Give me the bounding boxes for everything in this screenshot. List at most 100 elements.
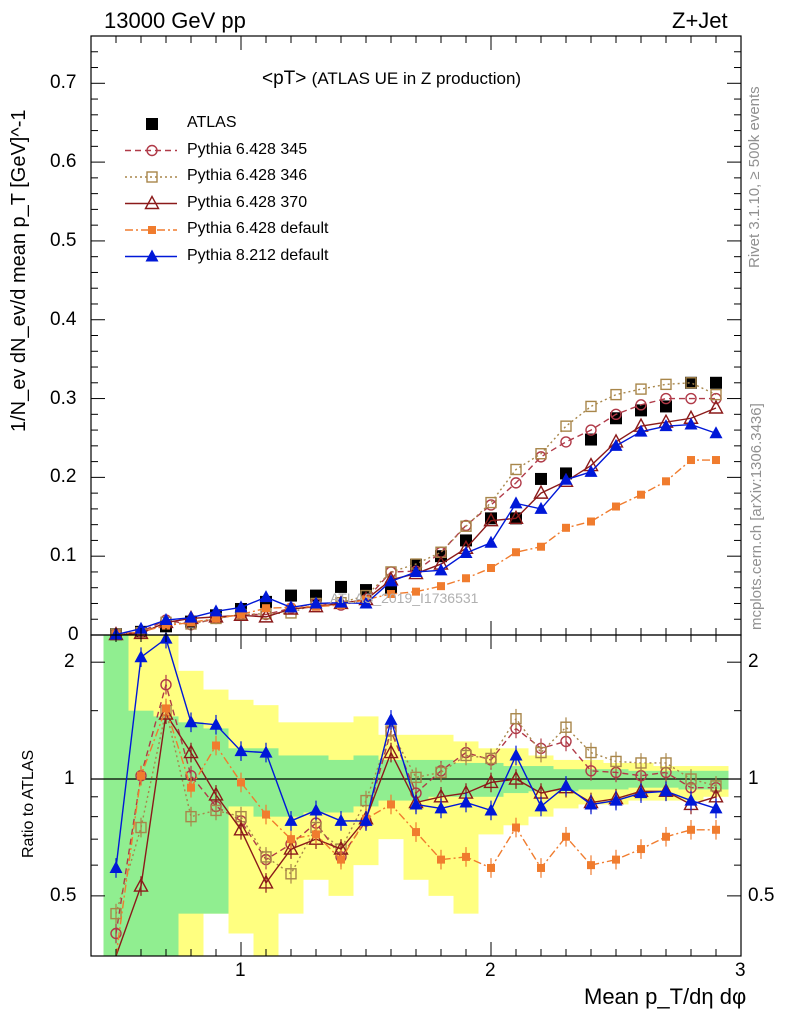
data-point — [610, 388, 622, 401]
legend-marker — [145, 249, 159, 262]
data-point — [460, 520, 472, 532]
data-point — [685, 376, 697, 389]
data-point — [309, 596, 323, 609]
ratio-point — [383, 744, 399, 759]
ratio-point — [337, 855, 345, 864]
ratio-point — [284, 813, 298, 826]
ratio-point — [212, 741, 220, 750]
data-point — [234, 600, 248, 613]
legend-marker — [146, 144, 158, 157]
series-line — [115, 459, 716, 635]
data-point — [585, 400, 597, 413]
ratio-point — [437, 855, 445, 864]
legend-label: ATLAS — [187, 114, 237, 131]
data-point — [284, 600, 298, 613]
inner-band-bin — [328, 759, 354, 813]
data-point — [209, 604, 223, 617]
ratio-point — [562, 832, 570, 841]
data-point — [684, 417, 698, 430]
data-point — [285, 589, 297, 602]
data-point — [509, 496, 523, 509]
watermark: ATLAS_2019_I1736531 — [330, 590, 479, 606]
ratio-point — [137, 771, 145, 780]
data-point — [510, 477, 522, 489]
ratio-point — [262, 810, 270, 819]
data-point — [510, 463, 522, 476]
ratio-y-tick-label: 1 — [64, 768, 75, 790]
data-point — [537, 542, 545, 551]
data-point — [610, 408, 622, 421]
ratio-point — [185, 810, 197, 823]
data-point — [212, 614, 220, 623]
ratio-point — [162, 704, 170, 713]
data-point — [612, 502, 620, 511]
ratio-series — [109, 631, 724, 957]
ratio-point — [135, 821, 147, 834]
data-point — [712, 456, 720, 465]
legend — [125, 118, 177, 262]
data-point — [584, 464, 598, 477]
main-y-tick-label: 0.7 — [50, 72, 77, 94]
data-point — [662, 477, 670, 486]
ratio-point — [110, 927, 122, 940]
data-point — [635, 383, 647, 395]
data-point — [485, 512, 497, 525]
data-point — [259, 590, 273, 603]
data-point — [487, 564, 495, 573]
inner-band-bin — [378, 759, 404, 801]
legend-label: Pythia 6.428 346 — [187, 167, 308, 184]
ratio-point — [158, 705, 174, 720]
ratio-point — [233, 821, 249, 836]
inner-band-bin — [153, 716, 179, 956]
data-point — [262, 604, 270, 613]
data-point — [535, 472, 547, 485]
main-y-axis-label: 1/N_ev dN_ev/d mean p_T [GeV]^-1 — [8, 109, 31, 432]
ratio-point — [283, 840, 299, 855]
ratio-point — [183, 744, 199, 759]
legend-label: Pythia 6.428 default — [187, 220, 329, 237]
legend-label: Pythia 6.428 370 — [187, 193, 308, 211]
ratio-point — [637, 845, 645, 854]
main-y-tick-label: 0 — [68, 624, 79, 645]
ratio-point — [110, 907, 122, 920]
ratio-point — [435, 766, 447, 779]
mcplots-info: mcplots.cern.ch [arXiv:1306.3436] — [748, 403, 765, 630]
data-point — [485, 496, 497, 509]
ratio-series-pythia-6-428-default — [115, 698, 720, 957]
data-point — [387, 590, 395, 599]
header-right: Z+Jet — [672, 8, 728, 33]
ratio-point — [258, 874, 274, 889]
ratio-point — [684, 793, 698, 806]
data-point — [535, 448, 547, 460]
data-point — [459, 546, 473, 559]
ratio-point — [484, 803, 498, 816]
ratio-point — [512, 823, 520, 832]
data-point — [162, 621, 170, 630]
data-point — [359, 596, 373, 609]
rivet-info: Rivet 3.1.10, ≥ 500k events — [746, 86, 763, 268]
ratio-point — [508, 770, 524, 785]
data-point — [483, 512, 499, 527]
data-point — [635, 399, 647, 411]
ratio-y-tick-label-right: 1 — [748, 768, 759, 790]
data-point — [559, 472, 573, 485]
ratio-point — [412, 828, 420, 837]
ratio-point — [359, 813, 373, 826]
data-point — [534, 501, 548, 514]
legend-marker — [146, 118, 158, 130]
ratio-point — [687, 825, 695, 834]
data-point — [508, 509, 524, 525]
data-point — [384, 574, 398, 587]
ratio-y-tick-label-right: 2 — [748, 651, 759, 673]
data-point — [560, 436, 572, 448]
ratio-point — [712, 825, 720, 834]
data-point — [710, 376, 722, 389]
data-point — [533, 484, 549, 499]
data-point — [659, 419, 673, 432]
ratio-point — [587, 861, 595, 870]
main-y-tick-label: 0.1 — [50, 545, 77, 567]
legend-label: Pythia 6.428 345 — [187, 140, 308, 158]
ratio-point — [409, 797, 423, 810]
ratio-point — [585, 765, 597, 777]
ratio-point — [410, 771, 422, 784]
